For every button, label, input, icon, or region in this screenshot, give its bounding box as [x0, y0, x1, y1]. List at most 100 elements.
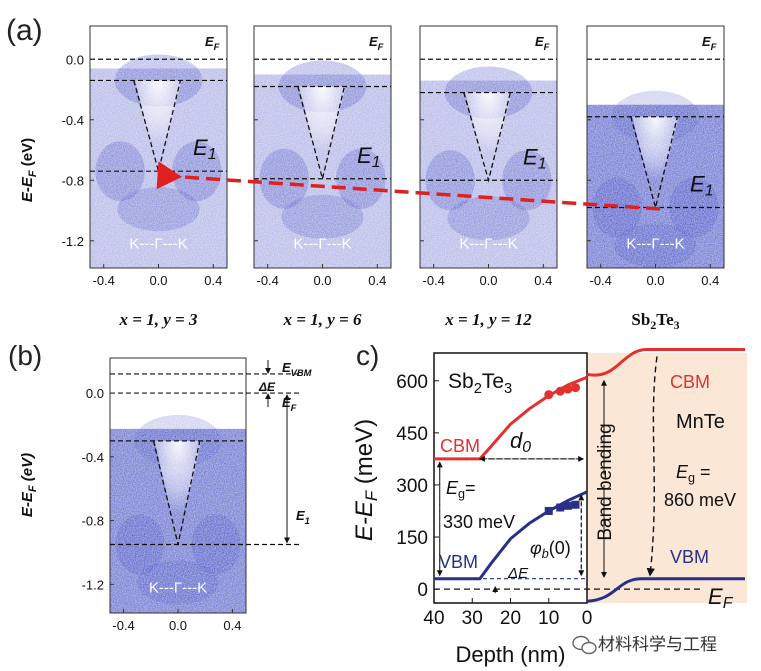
arpes-noise — [587, 26, 724, 268]
y-tick-label: -0.4 — [82, 450, 104, 465]
mnte-label: MnTe — [676, 411, 725, 433]
mnte-cbm-label: CBM — [670, 372, 710, 392]
ef-label: EF — [369, 34, 384, 52]
panel-b-arpes-group: K---Γ---K -0.4 0.0 0.4 0.0 -0.4 -0.8 -1.2 EVBM ΔE… — [82, 357, 312, 633]
panel-caption: x = 1, y = 12 — [444, 310, 532, 329]
y-tick-label: -0.4 — [62, 113, 84, 128]
arpes-noise — [254, 26, 391, 268]
eg-value: 330 meV — [443, 512, 515, 532]
cbm-marker — [571, 383, 581, 393]
x-tick-label: -0.4 — [92, 273, 114, 288]
kpath-label: K---Γ---K — [129, 235, 187, 252]
evbm-label: EVBM — [282, 360, 312, 378]
kpath-label: K---Γ---K — [459, 235, 517, 252]
delta-e-label: ΔE — [258, 380, 276, 394]
x-tick-label: 10 — [538, 608, 559, 629]
panel-c-label: c) — [356, 340, 379, 371]
y-tick-label: 300 — [396, 476, 428, 497]
arpes-noise — [110, 358, 246, 613]
eg-label: Eg= — [446, 478, 476, 501]
dirac-cone-line — [133, 80, 182, 172]
panel-a-label: (a) — [6, 14, 43, 47]
y-tick-label: 450 — [396, 424, 428, 445]
panel-c-band-diagram: 40 30 20 10 0 0 150 300 450 600 Depth (nm) E-EF (me… — [351, 348, 747, 667]
panel-a-arpes-group: K---Γ---K -0.4 0.0 0.4 0.0 -0.4 -0.8 -1.2 EF E1 x … — [62, 25, 725, 332]
vbm-marker — [544, 506, 553, 515]
x-tick-label: 0.4 — [368, 273, 386, 288]
panel-b-ylabel: E-EF (eV) — [19, 453, 39, 517]
y-tick-label: -1.2 — [62, 234, 84, 249]
x-tick-label: 30 — [462, 608, 483, 629]
mnte-region — [587, 353, 747, 603]
mnte-vbm-label: VBM — [670, 547, 709, 567]
x-tick-label: -0.4 — [589, 273, 611, 288]
y-tick-label: -1.2 — [82, 577, 104, 592]
delta-e-label-c: ΔE — [507, 565, 529, 582]
arpes-image-1 — [254, 26, 391, 268]
mnte-eg-value: 860 meV — [664, 490, 736, 510]
x-tick-label: 0.4 — [701, 273, 719, 288]
x-tick-label: 40 — [423, 608, 444, 629]
y-tick-label: 0.0 — [86, 386, 104, 401]
x-tick-label: -0.4 — [422, 273, 444, 288]
x-tick-label: 0 — [582, 608, 593, 629]
cbm-label: CBM — [440, 436, 480, 456]
panel-caption: Sb2Te3 — [631, 310, 679, 332]
panel-a-ylabel: E-EF (eV) — [19, 138, 39, 202]
x-tick-label: 0.0 — [313, 273, 331, 288]
panel-caption: x = 1, y = 6 — [283, 310, 362, 329]
watermark: 材料科学与工程 — [598, 635, 717, 655]
mnte-eg-label: Eg = — [676, 462, 711, 485]
dirac-cone-line — [152, 440, 201, 545]
band-bending-label: Band bending — [595, 423, 616, 540]
y-tick-label: 600 — [396, 372, 428, 393]
x-tick-label: 0.0 — [149, 273, 167, 288]
wechat-icon — [572, 635, 597, 655]
arpes-image-4 — [110, 358, 246, 613]
y-tick-label: 150 — [396, 528, 428, 549]
e1-label: E1 — [357, 143, 381, 171]
d0-label: d0 — [510, 428, 531, 456]
y-axis-label: E-EF (meV) — [351, 419, 381, 541]
y-tick-label: -0.8 — [82, 514, 104, 529]
x-tick-label: -0.4 — [256, 273, 278, 288]
mnte-vbm-curve — [586, 577, 745, 603]
vbm-label: VBM — [439, 552, 478, 572]
x-tick-label: 0.4 — [223, 618, 241, 633]
mnte-cbm-curve — [586, 348, 745, 377]
mnte-gap-arrow — [646, 356, 658, 577]
cbm-marker — [555, 386, 565, 396]
x-tick-label: 0.0 — [169, 618, 187, 633]
x-tick-label: 20 — [500, 608, 521, 629]
ef-label: EF — [535, 34, 550, 52]
ef-label: EF — [205, 34, 220, 52]
e1-label-b: E1 — [296, 508, 310, 526]
arpes-image-3 — [587, 26, 724, 268]
arpes-image-2 — [420, 26, 557, 268]
ef-label-b: EF — [282, 395, 297, 413]
kpath-label: K---Γ---K — [293, 235, 351, 252]
kpath-label: K---Γ---K — [149, 579, 207, 596]
arpes-noise — [420, 26, 557, 268]
x-tick-label: 0.4 — [204, 273, 222, 288]
x-axis-label: Depth (nm) — [455, 642, 565, 667]
panel-b-label: (b) — [8, 340, 42, 371]
ef-label: EF — [702, 34, 717, 52]
cbm-marker — [563, 384, 573, 394]
arpes-noise — [90, 26, 227, 268]
x-tick-label: 0.4 — [534, 273, 552, 288]
y-tick-label: 0.0 — [66, 52, 84, 67]
vbm-marker — [556, 503, 565, 512]
e1-label: E1 — [193, 135, 217, 163]
dirac-cone-line — [463, 92, 512, 183]
y-tick-label: -0.8 — [62, 173, 84, 188]
x-tick-label: 0.0 — [479, 273, 497, 288]
y-tick-label: 0 — [417, 580, 428, 601]
e1-trend-arrow — [156, 161, 661, 211]
vbm-marker — [571, 500, 580, 509]
e1-label: E1 — [690, 172, 714, 200]
vbm-marker — [563, 501, 572, 510]
panel-caption: x = 1, y = 3 — [119, 310, 198, 329]
x-tick-label: -0.4 — [112, 618, 134, 633]
